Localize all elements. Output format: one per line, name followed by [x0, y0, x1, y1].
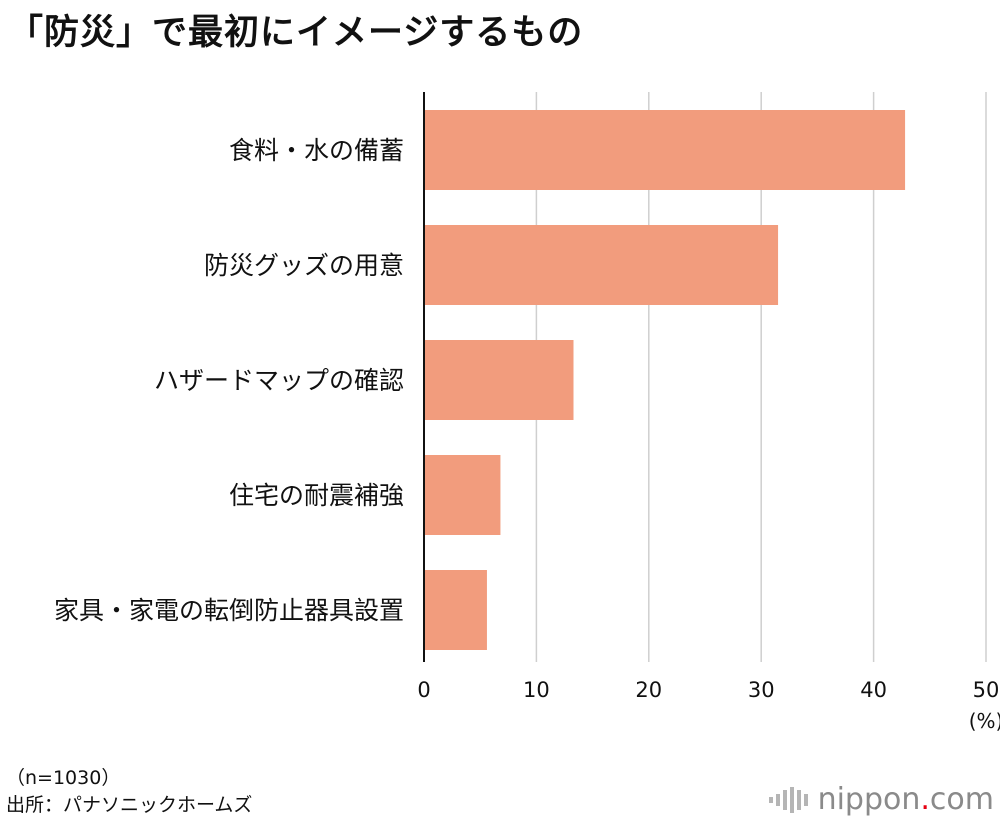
x-tick-label: 40	[860, 678, 887, 702]
brand-suffix: com	[929, 782, 994, 817]
category-label: 食料・水の備蓄	[229, 136, 404, 165]
brand-logo: nippon. com	[768, 782, 994, 817]
x-axis-unit-label: (%)	[969, 709, 1000, 733]
x-tick-label: 0	[417, 678, 430, 702]
source-note: 出所：パナソニックホームズ	[6, 794, 253, 816]
x-tick-label: 20	[635, 678, 662, 702]
category-label: 家具・家電の転倒防止器具設置	[54, 596, 404, 625]
bar	[424, 225, 779, 305]
brand-name: nippon	[817, 782, 921, 817]
category-label: ハザードマップの確認	[154, 366, 404, 395]
category-label: 防災グッズの用意	[204, 251, 404, 280]
brand-dot: .	[920, 782, 930, 817]
bar	[424, 570, 487, 650]
x-tick-label: 10	[523, 678, 550, 702]
chart-title: 「防災」で最初にイメージするもの	[8, 13, 584, 53]
bar-chart: 0 10 20 30 40 50 (%) 食料・水の備蓄防災グッズの用意ハザードマップの確認住…	[54, 92, 1000, 733]
bar	[424, 455, 501, 535]
bar	[424, 110, 906, 190]
brand-bars-icon	[768, 786, 808, 813]
bar	[424, 340, 574, 420]
x-tick-label: 30	[748, 678, 775, 702]
category-label: 住宅の耐震補強	[229, 481, 404, 510]
x-tick-label: 50	[973, 678, 1000, 702]
sample-size-note: （n=1030）	[6, 767, 121, 789]
